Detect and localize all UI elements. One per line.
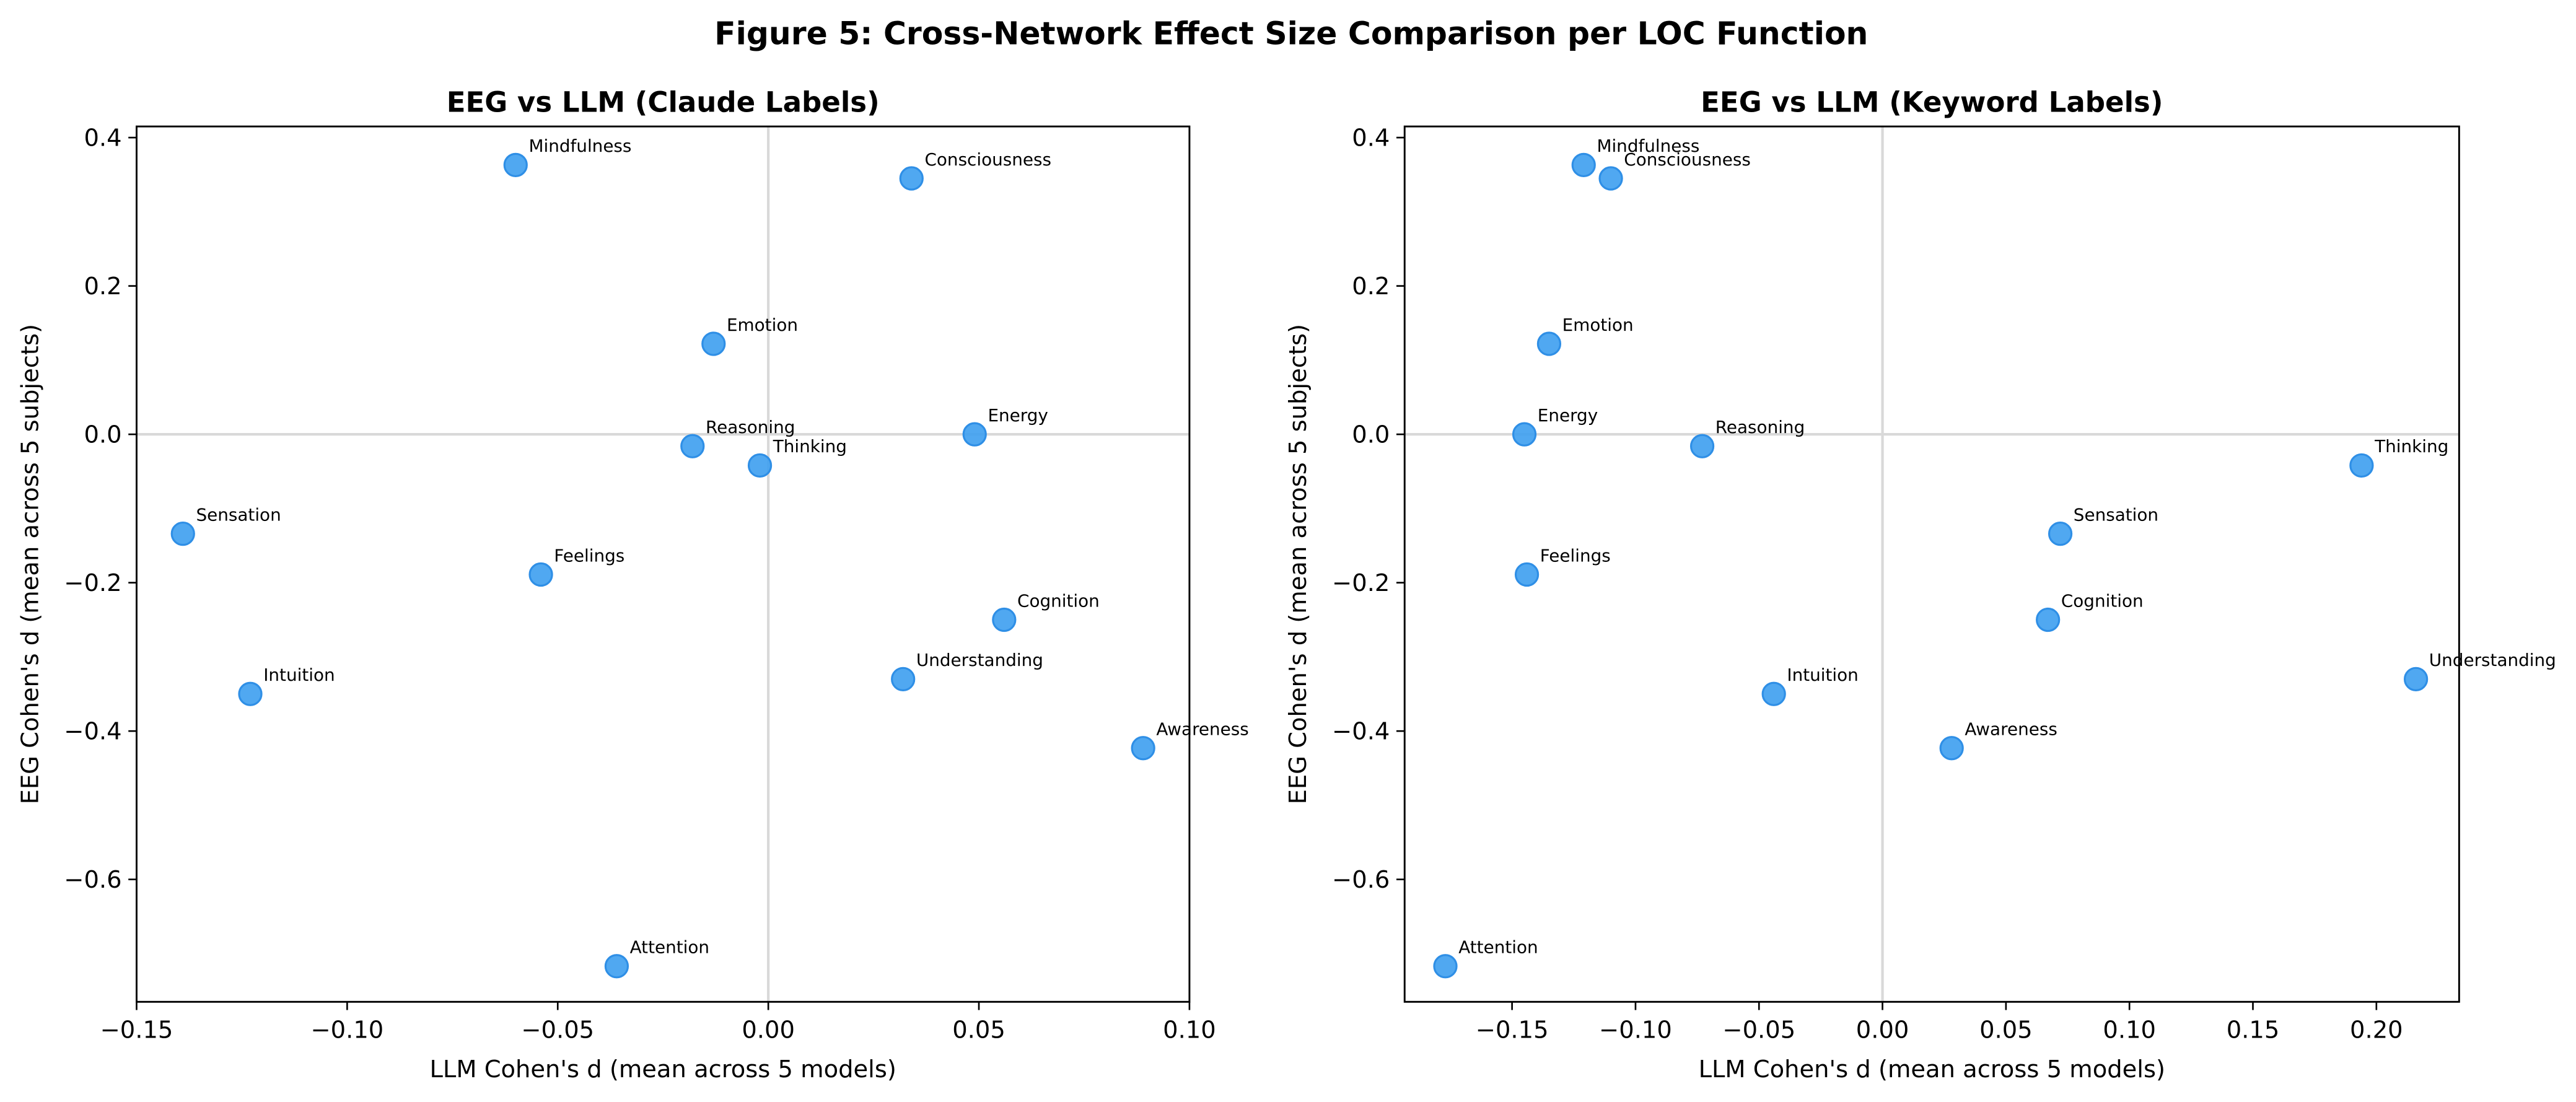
- data-point-intuition: [238, 681, 263, 706]
- x-tick-label: 0.15: [2227, 1017, 2280, 1044]
- panel-title: EEG vs LLM (Claude Labels): [447, 85, 880, 118]
- y-axis-label: EEG Cohen's d (mean across 5 subjects): [16, 324, 44, 804]
- point-label-energy: Energy: [1538, 405, 1598, 426]
- data-point-emotion: [701, 331, 726, 356]
- data-point-awareness: [1939, 736, 1964, 761]
- data-point-energy: [1512, 422, 1537, 447]
- data-point-emotion: [1536, 331, 1562, 356]
- point-label-reasoning: Reasoning: [1715, 417, 1805, 437]
- x-tick-label: −0.05: [521, 1017, 594, 1044]
- point-label-cognition: Cognition: [2061, 590, 2144, 611]
- point-label-mindfulness: Mindfulness: [1597, 136, 1699, 156]
- point-label-intuition: Intuition: [1787, 665, 1858, 685]
- data-point-reasoning: [680, 434, 705, 458]
- x-tick-label: 0.10: [1163, 1017, 1216, 1044]
- x-tick-label: −0.10: [1599, 1017, 1672, 1044]
- data-point-thinking: [747, 453, 773, 478]
- point-label-feelings: Feelings: [554, 545, 624, 566]
- point-label-thinking: Thinking: [2374, 436, 2448, 457]
- data-point-mindfulness: [503, 152, 528, 178]
- data-point-cognition: [992, 607, 1017, 632]
- y-tick-label: 0.2: [1352, 273, 1390, 300]
- x-tick-label: 0.05: [1979, 1017, 2033, 1044]
- data-point-mindfulness: [1571, 152, 1596, 178]
- point-label-reasoning: Reasoning: [706, 417, 795, 437]
- point-label-consciousness: Consciousness: [1624, 149, 1751, 170]
- x-tick-label: 0.00: [1856, 1017, 1909, 1044]
- y-tick-label: 0.4: [84, 124, 121, 152]
- axes-frame: [1403, 125, 2460, 1003]
- x-tick-label: −0.15: [1476, 1017, 1549, 1044]
- data-point-sensation: [170, 521, 195, 546]
- point-label-attention: Attention: [1458, 937, 1538, 958]
- data-point-reasoning: [1689, 434, 1715, 458]
- y-ticks: 0.4 0.2 0.0 −0.2 −0.4 −0.6: [64, 124, 137, 894]
- data-point-consciousness: [899, 166, 924, 191]
- y-tick-label: 0.4: [1352, 124, 1390, 152]
- y-tick-label: −0.4: [64, 717, 121, 745]
- data-point-energy: [962, 422, 987, 447]
- y-tick-label: −0.4: [1332, 717, 1390, 745]
- data-point-understanding: [891, 667, 916, 691]
- point-label-cognition: Cognition: [1017, 590, 1100, 611]
- y-tick-label: −0.2: [1332, 569, 1390, 597]
- x-axis-label: LLM Cohen's d (mean across 5 models): [429, 1056, 896, 1083]
- point-label-sensation: Sensation: [2074, 504, 2158, 525]
- x-tick-label: −0.05: [1722, 1017, 1795, 1044]
- point-label-feelings: Feelings: [1540, 545, 1611, 566]
- data-point-sensation: [2048, 521, 2073, 546]
- y-axis-label: EEG Cohen's d (mean across 5 subjects): [1284, 324, 1312, 804]
- x-tick-label: 0.20: [2350, 1017, 2403, 1044]
- data-point-intuition: [1761, 681, 1786, 706]
- y-tick-label: 0.0: [84, 421, 121, 448]
- axes-frame: [136, 125, 1191, 1003]
- y-tick-label: −0.2: [64, 569, 121, 597]
- point-label-emotion: Emotion: [1562, 315, 1634, 335]
- y-ticks: 0.4 0.2 0.0 −0.2 −0.4 −0.6: [1332, 124, 1405, 894]
- data-point-thinking: [2349, 453, 2374, 478]
- point-label-energy: Energy: [988, 405, 1048, 426]
- x-ticks: −0.15 −0.10 −0.05 0.00 0.05 0.10: [100, 1002, 1216, 1044]
- point-label-understanding: Understanding: [2429, 650, 2556, 670]
- data-point-attention: [604, 954, 629, 979]
- point-label-sensation: Sensation: [196, 504, 281, 525]
- data-point-awareness: [1131, 736, 1155, 761]
- figure-title: Figure 5: Cross-Network Effect Size Comp…: [714, 15, 1868, 52]
- point-label-mindfulness: Mindfulness: [528, 136, 631, 156]
- data-point-understanding: [2403, 667, 2429, 691]
- point-label-awareness: Awareness: [1156, 719, 1248, 739]
- point-label-awareness: Awareness: [1965, 719, 2057, 739]
- point-label-consciousness: Consciousness: [924, 149, 1051, 170]
- x-tick-label: 0.05: [952, 1017, 1005, 1044]
- data-point-feelings: [528, 562, 553, 587]
- x-tick-label: 0.00: [742, 1017, 795, 1044]
- point-label-attention: Attention: [630, 937, 709, 958]
- x-axis-label: LLM Cohen's d (mean across 5 models): [1699, 1056, 2165, 1083]
- data-point-attention: [1433, 954, 1458, 979]
- x-tick-label: −0.10: [310, 1017, 383, 1044]
- scatter-panel-claude-labels: EEG vs LLM (Claude Labels) −0.15 −0.10 −0.…: [16, 85, 1248, 1083]
- panel-title: EEG vs LLM (Keyword Labels): [1701, 85, 2163, 118]
- point-label-understanding: Understanding: [916, 650, 1043, 670]
- y-tick-label: −0.6: [64, 866, 121, 894]
- x-ticks: −0.15 −0.10 −0.05 0.00 0.05 0.10 0.15 0.20: [1476, 1002, 2403, 1044]
- y-tick-label: −0.6: [1332, 866, 1390, 894]
- y-tick-label: 0.2: [84, 273, 121, 300]
- x-tick-label: 0.10: [2103, 1017, 2156, 1044]
- data-point-consciousness: [1598, 166, 1623, 191]
- x-tick-label: −0.15: [100, 1017, 173, 1044]
- scatter-panel-keyword-labels: EEG vs LLM (Keyword Labels) −0.15 −0.10 −0…: [1284, 85, 2556, 1083]
- point-label-thinking: Thinking: [773, 436, 847, 457]
- data-point-feelings: [1514, 562, 1540, 587]
- data-point-cognition: [2036, 607, 2061, 632]
- point-label-emotion: Emotion: [727, 315, 798, 335]
- data-points: Mindfulness Consciousness Emotion Reasoning…: [170, 136, 1249, 979]
- point-label-intuition: Intuition: [263, 665, 335, 685]
- y-tick-label: 0.0: [1352, 421, 1390, 448]
